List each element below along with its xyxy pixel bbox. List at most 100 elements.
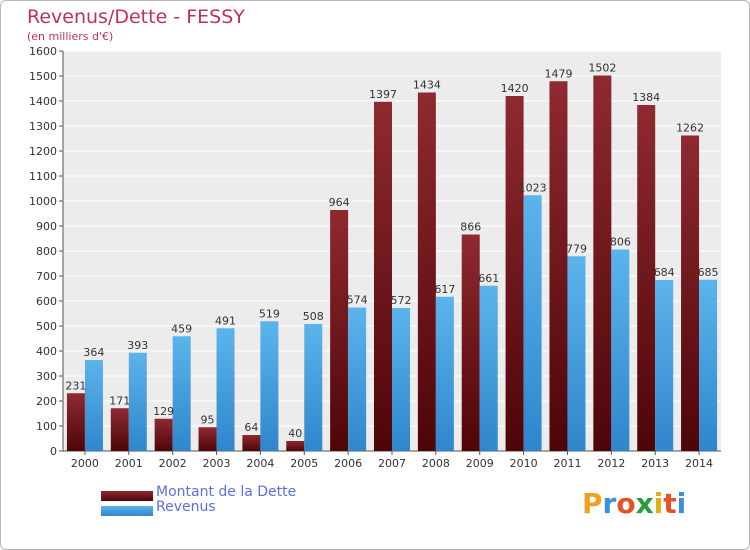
debt-bar <box>549 81 568 451</box>
legend-label-revenue: Revenus <box>156 499 216 515</box>
logo-letter: P <box>582 487 603 520</box>
revenue-bar <box>84 360 103 451</box>
y-tick-label: 1300 <box>29 120 57 133</box>
logo-letter: r <box>602 487 617 520</box>
revenue-value-label: 1023 <box>519 181 547 194</box>
revenue-bar <box>348 307 367 451</box>
revenue-bar <box>435 296 454 451</box>
debt-value-label: 1479 <box>544 67 572 80</box>
debt-bar <box>198 427 217 451</box>
y-tick-label: 900 <box>36 220 57 233</box>
revenue-bar <box>128 352 147 451</box>
x-tick-label: 2006 <box>334 457 362 470</box>
debt-bar <box>242 435 261 451</box>
revenue-value-label: 661 <box>478 272 499 285</box>
chart-subtitle: (en milliers d'€) <box>27 30 114 43</box>
revenue-value-label: 779 <box>566 242 587 255</box>
y-tick-label: 1500 <box>29 70 57 83</box>
debt-value-label: 1397 <box>369 88 397 101</box>
debt-value-label: 40 <box>288 427 302 440</box>
debt-bar <box>330 210 349 451</box>
x-tick-label: 2011 <box>553 457 581 470</box>
x-tick-label: 2014 <box>685 457 713 470</box>
revenue-value-label: 806 <box>610 236 631 249</box>
revenue-bar <box>523 195 542 451</box>
legend-label-debt: Montant de la Dette <box>156 484 297 500</box>
logo-letter: x <box>635 487 654 520</box>
logo-letter: o <box>616 487 636 520</box>
logo-letter: t <box>663 487 677 520</box>
revenue-bar <box>567 256 586 451</box>
x-tick-label: 2012 <box>597 457 625 470</box>
y-tick-label: 1600 <box>29 45 57 58</box>
debt-value-label: 95 <box>201 413 215 426</box>
debt-value-label: 964 <box>329 196 350 209</box>
y-tick-label: 1100 <box>29 170 57 183</box>
x-tick-label: 2010 <box>510 457 538 470</box>
revenue-bar <box>216 328 235 451</box>
y-tick-label: 200 <box>36 395 57 408</box>
logo-letter: i <box>676 487 687 520</box>
debt-bar <box>637 105 656 451</box>
revenue-value-label: 508 <box>303 310 324 323</box>
revenue-value-label: 519 <box>259 307 280 320</box>
debt-bar <box>417 92 436 451</box>
debt-bar <box>505 96 524 451</box>
debt-value-label: 1502 <box>588 62 616 75</box>
y-tick-label: 500 <box>36 320 57 333</box>
revenue-bar <box>260 321 279 451</box>
x-tick-label: 2009 <box>466 457 494 470</box>
debt-bar <box>681 135 700 451</box>
x-tick-label: 2004 <box>246 457 274 470</box>
x-tick-label: 2008 <box>422 457 450 470</box>
debt-bar <box>66 393 85 451</box>
x-tick-label: 2002 <box>159 457 187 470</box>
revenue-value-label: 572 <box>391 294 412 307</box>
revenue-value-label: 459 <box>171 322 192 335</box>
debt-bar <box>154 418 173 451</box>
y-tick-label: 700 <box>36 270 57 283</box>
proxiti-logo: Proxiti <box>582 487 686 520</box>
y-tick-label: 1000 <box>29 195 57 208</box>
debt-value-label: 1434 <box>413 79 441 92</box>
x-tick-label: 2000 <box>71 457 99 470</box>
debt-bar <box>461 234 480 451</box>
debt-value-label: 1420 <box>501 82 529 95</box>
y-tick-label: 0 <box>50 445 57 458</box>
revenue-value-label: 364 <box>83 346 104 359</box>
revenue-bar <box>699 279 718 451</box>
revenue-value-label: 491 <box>215 314 236 327</box>
debt-value-label: 129 <box>153 405 174 418</box>
y-tick-label: 800 <box>36 245 57 258</box>
revenue-bar <box>392 308 410 451</box>
debt-bar <box>374 101 392 451</box>
x-tick-label: 2013 <box>641 457 669 470</box>
legend-swatch-debt <box>101 491 153 501</box>
revenue-bar <box>655 280 674 451</box>
debt-value-label: 171 <box>109 394 130 407</box>
debt-bar <box>286 441 305 451</box>
chart-title: Revenus/Dette - FESSY <box>27 6 245 28</box>
revenue-value-label: 393 <box>127 339 148 352</box>
debt-value-label: 866 <box>460 221 481 234</box>
debt-value-label: 1384 <box>632 91 660 104</box>
revenue-bar <box>611 249 630 451</box>
revenue-value-label: 684 <box>654 266 675 279</box>
y-tick-label: 600 <box>36 295 57 308</box>
logo-letter: i <box>653 487 664 520</box>
y-tick-label: 1400 <box>29 95 57 108</box>
revenue-value-label: 617 <box>434 283 455 296</box>
y-tick-label: 300 <box>36 370 57 383</box>
revenue-value-label: 574 <box>347 294 368 307</box>
revenue-bar <box>172 336 191 451</box>
debt-value-label: 64 <box>244 421 258 434</box>
debt-value-label: 1262 <box>676 122 704 135</box>
x-tick-label: 2005 <box>290 457 318 470</box>
revenue-bar <box>304 324 323 451</box>
revenue-value-label: 685 <box>698 266 719 279</box>
y-tick-label: 100 <box>36 420 57 433</box>
x-tick-label: 2007 <box>378 457 406 470</box>
x-tick-label: 2003 <box>203 457 231 470</box>
